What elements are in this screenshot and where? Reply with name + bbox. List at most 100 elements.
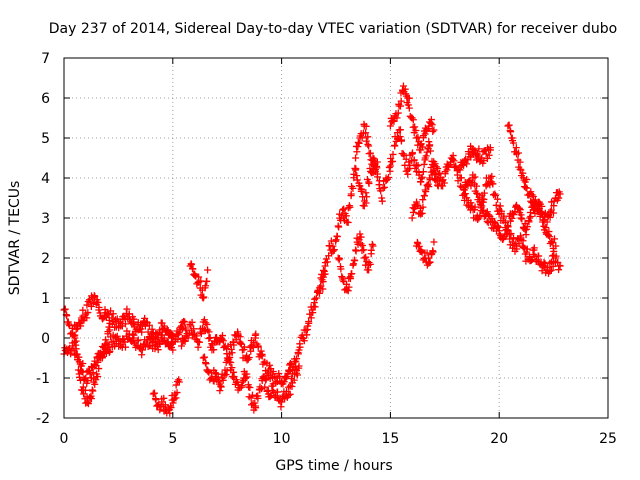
plot-frame (63, 57, 609, 419)
data-point (419, 168, 427, 176)
y-tick-label: 2 (41, 251, 50, 267)
chart-title: Day 237 of 2014, Sidereal Day-to-day VTE… (49, 21, 617, 37)
data-point (500, 234, 508, 242)
y-tick-label: 1 (41, 291, 50, 307)
data-point (113, 332, 121, 340)
x-tick-labels: 0 5 10 15 20 25 (60, 431, 617, 447)
data-point (200, 353, 208, 361)
data-point (79, 306, 87, 314)
data-point (550, 235, 558, 243)
data-point (418, 209, 426, 217)
data-point (352, 247, 360, 255)
data-point (79, 360, 87, 368)
data-point (526, 214, 534, 222)
data-point (285, 391, 293, 399)
data-point (188, 318, 196, 326)
data-point (300, 337, 308, 345)
data-point (152, 396, 160, 404)
data-point (344, 219, 352, 227)
data-point (358, 186, 366, 194)
data-point (76, 376, 84, 384)
data-point (286, 390, 294, 398)
data-point (335, 223, 343, 231)
data-point (355, 139, 363, 147)
data-point (396, 133, 404, 141)
data-point (236, 333, 244, 341)
data-point (373, 162, 381, 170)
data-point (456, 166, 464, 174)
data-point (91, 380, 99, 388)
axis-ticks (63, 57, 609, 419)
data-point (296, 343, 304, 351)
data-point (516, 165, 524, 173)
data-point (425, 183, 433, 191)
data-point (552, 252, 560, 260)
data-point (396, 126, 404, 134)
data-point (386, 122, 394, 130)
data-point (103, 339, 111, 347)
data-point (357, 240, 365, 248)
data-point (232, 336, 240, 344)
series-track-n (413, 238, 438, 269)
data-point (200, 293, 208, 301)
data-point (202, 282, 210, 290)
data-point (219, 337, 227, 345)
data-point (373, 158, 381, 166)
data-point (426, 176, 434, 184)
data-point (293, 355, 301, 363)
data-point (495, 227, 503, 235)
data-point (329, 247, 337, 255)
data-point (555, 194, 563, 202)
data-point (397, 137, 405, 145)
data-point (409, 116, 417, 124)
data-point (504, 122, 512, 130)
data-point (539, 216, 547, 224)
data-point (278, 398, 286, 406)
x-axis-label: GPS time / hours (275, 458, 392, 474)
data-point (519, 243, 527, 251)
data-point (101, 306, 109, 314)
data-point (205, 328, 213, 336)
data-point (518, 215, 526, 223)
data-point (197, 330, 205, 338)
data-point (362, 189, 370, 197)
data-point (230, 341, 238, 349)
data-point (505, 231, 513, 239)
data-point (510, 234, 518, 242)
data-point (178, 342, 186, 350)
data-point (347, 190, 355, 198)
data-point (516, 206, 524, 214)
data-point (286, 361, 294, 369)
data-point (134, 336, 142, 344)
data-point (365, 180, 373, 188)
data-point (358, 242, 366, 250)
data-point (494, 195, 502, 203)
data-point (84, 377, 92, 385)
data-point (352, 154, 360, 162)
data-point (276, 372, 284, 380)
data-point (520, 244, 528, 252)
data-point (546, 233, 554, 241)
data-point (411, 123, 419, 131)
data-point (293, 371, 301, 379)
data-point (421, 130, 429, 138)
data-point (332, 236, 340, 244)
data-point (200, 325, 208, 333)
data-point (555, 266, 563, 274)
data-point (419, 196, 427, 204)
data-point (102, 336, 110, 344)
data-point (430, 238, 438, 246)
data-point (72, 341, 80, 349)
data-point (252, 330, 260, 338)
data-point (169, 346, 177, 354)
data-point (413, 200, 421, 208)
data-point (417, 247, 425, 255)
data-point (169, 399, 177, 407)
data-point (485, 151, 493, 159)
data-point (257, 351, 265, 359)
data-point (320, 266, 328, 274)
x-tick-label: 25 (599, 431, 617, 447)
data-point (106, 326, 114, 334)
data-point (439, 176, 447, 184)
